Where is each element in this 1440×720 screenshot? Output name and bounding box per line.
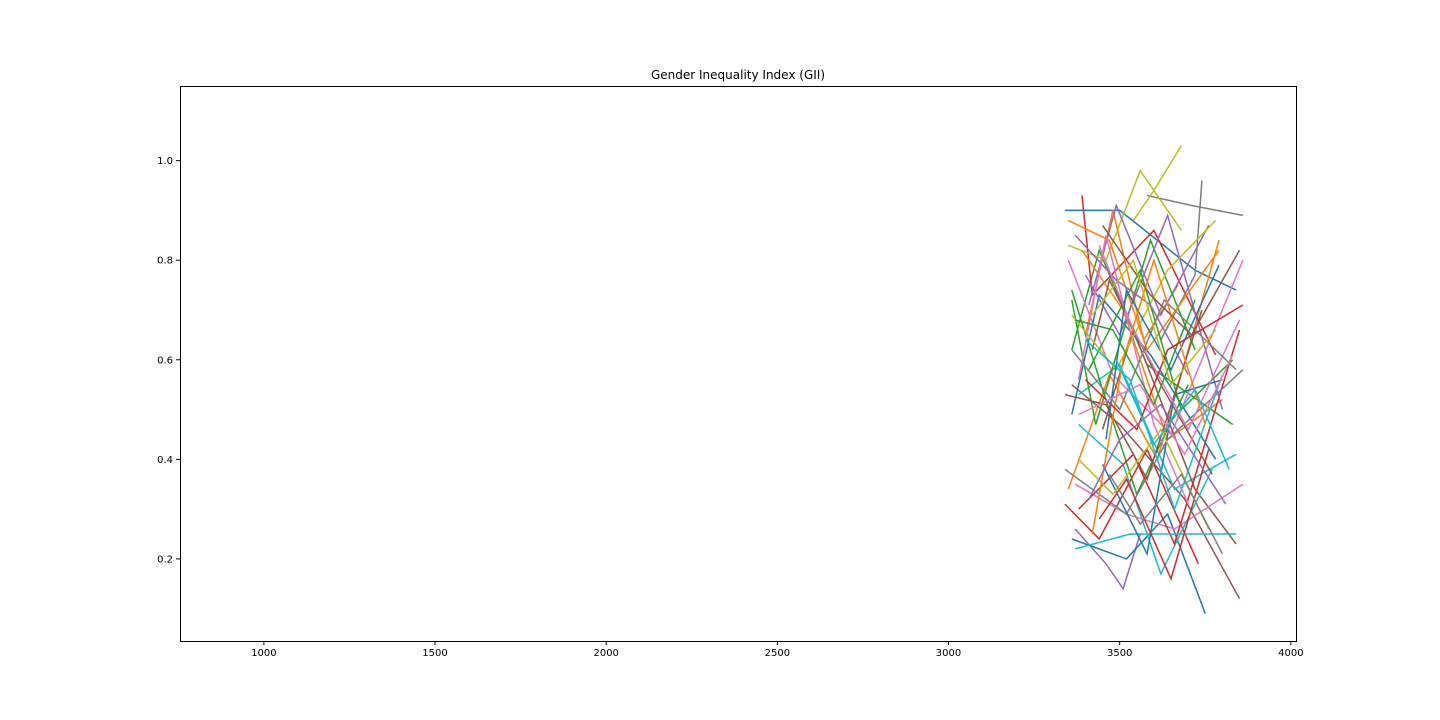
series-line-29	[1071, 219, 1217, 372]
series-line-32	[1067, 219, 1220, 352]
series-line-14	[1064, 447, 1200, 565]
series-layer	[1064, 145, 1244, 614]
series-line-50	[1115, 359, 1230, 470]
x-tick-label: 1000	[251, 648, 276, 659]
x-tick-label: 1500	[422, 648, 447, 659]
series-line-22	[1081, 249, 1223, 441]
series-line-13	[1071, 289, 1189, 497]
series-line-37	[1098, 245, 1241, 432]
series-line-34	[1098, 449, 1210, 581]
x-tick-label: 3000	[936, 648, 961, 659]
series-line-48	[1108, 472, 1224, 555]
series-line-4	[1081, 195, 1217, 356]
series-line-2	[1067, 240, 1220, 490]
series-line-40	[1085, 339, 1224, 512]
series-line-5	[1074, 528, 1141, 591]
x-axis: 1000 1500 2000 2500 3000 3500 4000	[251, 641, 1304, 659]
series-line-17	[1074, 483, 1244, 530]
series-line-41	[1105, 264, 1220, 440]
x-tick-label: 4000	[1278, 648, 1303, 659]
series-line-8	[1146, 194, 1244, 217]
series-line-23	[1071, 238, 1196, 425]
x-tick-label: 2500	[765, 648, 790, 659]
series-line-45	[1088, 403, 1227, 505]
series-line-11	[1071, 512, 1207, 614]
series-line-44	[1084, 304, 1244, 431]
y-axis: 0.2 0.4 0.6 0.8 1.0	[157, 156, 180, 565]
series-line-47	[1078, 354, 1234, 456]
y-tick-label: 1.0	[157, 156, 173, 167]
x-tick-label: 2000	[593, 648, 618, 659]
series-line-43	[1075, 299, 1196, 407]
y-tick-label: 0.4	[157, 455, 173, 466]
plot-frame	[180, 86, 1297, 642]
series-line-49	[1091, 258, 1217, 387]
series-line-36	[1064, 309, 1203, 482]
series-line-31	[1101, 378, 1223, 557]
series-line-24	[1078, 329, 1241, 547]
series-line-38	[1071, 298, 1237, 411]
series-line-19	[1132, 145, 1182, 221]
series-line-46	[1101, 224, 1241, 337]
series-line-30	[1075, 533, 1237, 550]
series-line-27	[1077, 235, 1189, 505]
y-tick-label: 0.2	[157, 554, 173, 565]
series-line-20	[1078, 423, 1213, 576]
chart-title: Gender Inequality Index (GII)	[651, 68, 825, 82]
x-tick-label: 3500	[1107, 648, 1132, 659]
series-line-33	[1088, 268, 1234, 411]
y-tick-label: 0.8	[157, 256, 173, 267]
series-line-35	[1074, 234, 1189, 376]
series-line-28	[1064, 369, 1244, 516]
series-line-9	[1068, 168, 1182, 262]
y-tick-label: 0.6	[157, 355, 173, 366]
